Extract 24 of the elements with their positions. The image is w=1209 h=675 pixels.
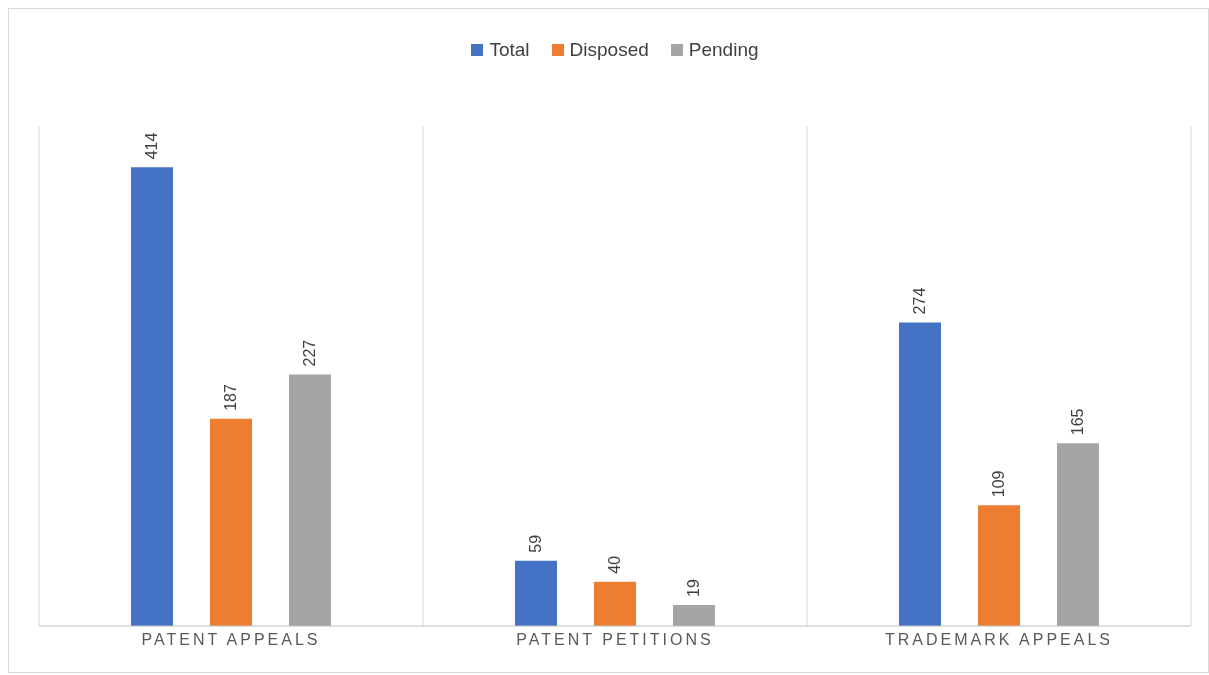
- x-tick-label: TRADEMARK APPEALS: [885, 631, 1113, 649]
- bar: [131, 167, 173, 626]
- data-label: 40: [606, 555, 624, 574]
- x-tick-label: PATENT APPEALS: [141, 631, 321, 649]
- bar: [289, 374, 331, 626]
- data-label: 165: [1069, 408, 1087, 436]
- bar: [673, 604, 715, 626]
- legend-label: Pending: [688, 39, 759, 61]
- x-tick-label: PATENT PETITIONS: [516, 631, 714, 649]
- data-label: 187: [222, 384, 240, 411]
- data-label: 274: [911, 287, 929, 315]
- bar: [1057, 443, 1099, 626]
- bar: [210, 418, 252, 626]
- data-label: 414: [143, 132, 161, 160]
- legend-label: Disposed: [569, 39, 649, 61]
- data-label: 19: [685, 579, 703, 597]
- legend-label: Total: [489, 39, 530, 61]
- bar: [899, 322, 941, 626]
- data-label: 59: [527, 534, 545, 553]
- data-label: 227: [301, 339, 319, 367]
- bar: [978, 505, 1020, 626]
- bar: [515, 560, 557, 626]
- data-label: 109: [990, 470, 1008, 498]
- bar: [594, 581, 636, 626]
